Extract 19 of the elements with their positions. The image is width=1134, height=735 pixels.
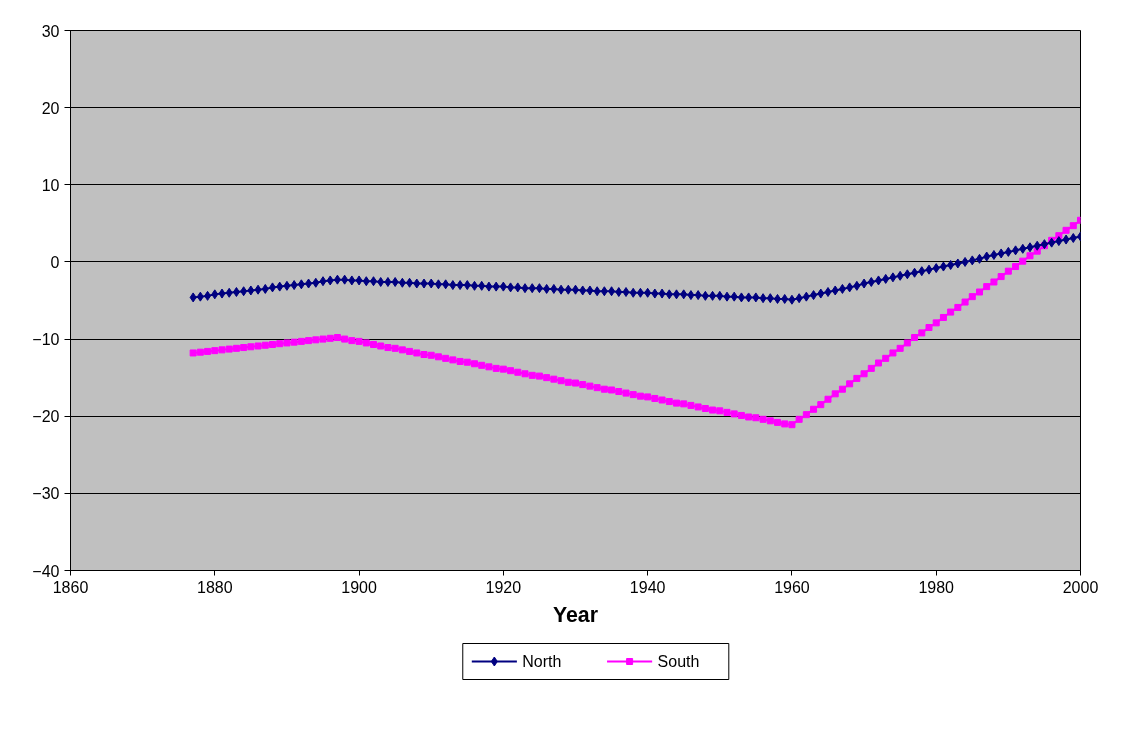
y-tick-label: 10 (41, 176, 60, 194)
y-tick-label: 30 (41, 22, 60, 40)
x-axis-title: Year (552, 602, 599, 627)
x-tick-label: 1920 (485, 578, 522, 596)
y-tick-label: −40 (32, 562, 60, 580)
y-tick-label: 0 (50, 253, 60, 271)
legend-label: North (522, 653, 562, 670)
legend-label: South (657, 653, 700, 670)
x-tick-label: 1880 (196, 578, 233, 596)
x-tick-label: 1940 (629, 578, 666, 596)
x-tick-label: 1980 (918, 578, 955, 596)
y-tick-label: −30 (32, 485, 60, 503)
x-tick-label: 1960 (774, 578, 810, 596)
y-tick-label: −20 (32, 408, 60, 426)
x-tick-label: 2000 (1062, 578, 1099, 596)
x-tick-label: 1900 (341, 578, 377, 596)
x-tick-label: 1860 (52, 578, 89, 596)
y-tick-label: −10 (32, 331, 60, 349)
y-tick-label: 20 (41, 99, 60, 117)
